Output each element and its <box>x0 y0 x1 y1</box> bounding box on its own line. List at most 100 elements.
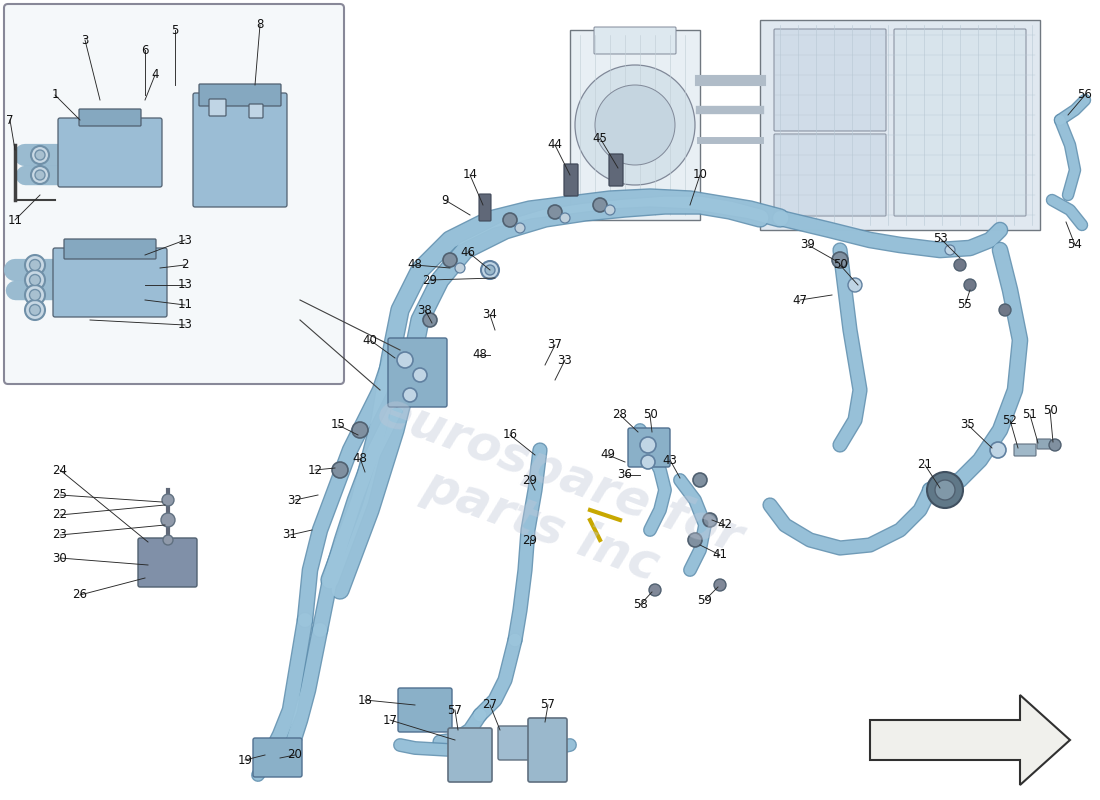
Text: 13: 13 <box>177 278 192 291</box>
Circle shape <box>595 85 675 165</box>
Circle shape <box>560 213 570 223</box>
Circle shape <box>649 584 661 596</box>
Text: 9: 9 <box>441 194 449 206</box>
Text: 7: 7 <box>7 114 13 126</box>
FancyBboxPatch shape <box>138 538 197 587</box>
Circle shape <box>455 263 465 273</box>
Text: 54: 54 <box>1068 238 1082 251</box>
Circle shape <box>485 265 495 275</box>
Circle shape <box>25 270 45 290</box>
Text: 20: 20 <box>287 749 303 762</box>
Text: 51: 51 <box>1023 409 1037 422</box>
FancyBboxPatch shape <box>528 718 566 782</box>
Text: 30: 30 <box>53 551 67 565</box>
FancyBboxPatch shape <box>53 248 167 317</box>
Text: 50: 50 <box>1043 403 1057 417</box>
Circle shape <box>640 437 656 453</box>
Circle shape <box>31 146 50 164</box>
Circle shape <box>714 579 726 591</box>
Text: 59: 59 <box>697 594 713 606</box>
Text: 38: 38 <box>418 303 432 317</box>
FancyBboxPatch shape <box>628 428 670 467</box>
Text: 18: 18 <box>358 694 373 706</box>
FancyBboxPatch shape <box>894 29 1026 216</box>
Circle shape <box>30 274 41 286</box>
Text: 11: 11 <box>8 214 22 226</box>
Text: 34: 34 <box>483 309 497 322</box>
FancyBboxPatch shape <box>564 164 578 196</box>
FancyBboxPatch shape <box>478 194 491 221</box>
Circle shape <box>703 513 717 527</box>
FancyBboxPatch shape <box>498 726 532 760</box>
Text: 43: 43 <box>662 454 678 466</box>
Text: 5: 5 <box>172 23 178 37</box>
Circle shape <box>25 285 45 305</box>
Text: 48: 48 <box>353 451 367 465</box>
Text: 32: 32 <box>287 494 303 506</box>
Text: 57: 57 <box>540 698 556 711</box>
Text: 44: 44 <box>548 138 562 151</box>
Circle shape <box>35 150 45 160</box>
Text: 58: 58 <box>632 598 648 611</box>
Circle shape <box>30 305 41 315</box>
Polygon shape <box>760 20 1040 230</box>
Text: 49: 49 <box>601 449 616 462</box>
Text: 36: 36 <box>617 469 632 482</box>
Circle shape <box>945 245 955 255</box>
FancyBboxPatch shape <box>192 93 287 207</box>
Text: 13: 13 <box>177 318 192 331</box>
Circle shape <box>999 304 1011 316</box>
Text: 26: 26 <box>73 589 88 602</box>
Circle shape <box>954 259 966 271</box>
FancyBboxPatch shape <box>253 738 302 777</box>
Text: 17: 17 <box>383 714 397 726</box>
Text: 24: 24 <box>53 463 67 477</box>
Circle shape <box>403 388 417 402</box>
Text: 50: 50 <box>833 258 847 271</box>
Text: 13: 13 <box>177 234 192 246</box>
Circle shape <box>352 422 368 438</box>
Text: 3: 3 <box>81 34 89 46</box>
FancyBboxPatch shape <box>774 134 886 216</box>
FancyBboxPatch shape <box>209 99 226 116</box>
FancyBboxPatch shape <box>1037 439 1050 449</box>
Circle shape <box>25 255 45 275</box>
Circle shape <box>548 205 562 219</box>
Circle shape <box>1049 439 1061 451</box>
Text: 52: 52 <box>1002 414 1018 426</box>
Text: 10: 10 <box>693 169 707 182</box>
Circle shape <box>575 65 695 185</box>
Text: 47: 47 <box>792 294 807 306</box>
Circle shape <box>412 368 427 382</box>
Circle shape <box>605 205 615 215</box>
Text: 6: 6 <box>141 43 149 57</box>
Text: 45: 45 <box>593 131 607 145</box>
FancyBboxPatch shape <box>594 27 676 54</box>
Polygon shape <box>570 30 700 220</box>
Circle shape <box>25 300 45 320</box>
Text: 19: 19 <box>238 754 253 766</box>
Text: 56: 56 <box>1078 89 1092 102</box>
Circle shape <box>35 170 45 180</box>
Circle shape <box>30 259 41 270</box>
Text: 14: 14 <box>462 169 477 182</box>
FancyBboxPatch shape <box>199 84 280 106</box>
Text: 35: 35 <box>960 418 976 431</box>
Circle shape <box>848 278 862 292</box>
Text: 23: 23 <box>53 529 67 542</box>
Circle shape <box>443 253 456 267</box>
Circle shape <box>503 213 517 227</box>
Text: 48: 48 <box>408 258 422 271</box>
FancyBboxPatch shape <box>448 728 492 782</box>
Circle shape <box>515 223 525 233</box>
Circle shape <box>481 261 499 279</box>
Circle shape <box>688 533 702 547</box>
Text: 37: 37 <box>548 338 562 351</box>
FancyBboxPatch shape <box>1014 444 1036 456</box>
Text: 33: 33 <box>558 354 572 366</box>
Circle shape <box>964 279 976 291</box>
Text: 15: 15 <box>331 418 345 431</box>
Circle shape <box>935 480 955 500</box>
Text: 39: 39 <box>801 238 815 251</box>
Polygon shape <box>870 695 1070 785</box>
